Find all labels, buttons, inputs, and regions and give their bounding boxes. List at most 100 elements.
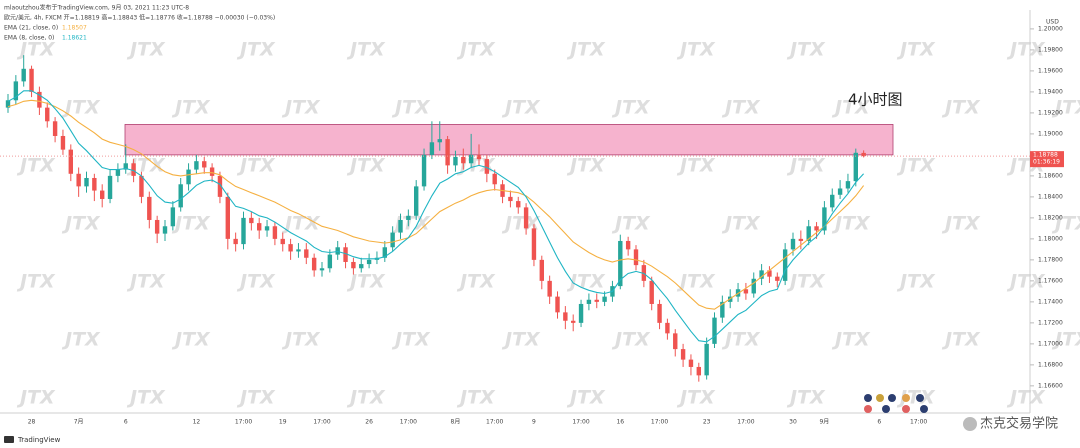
watermark: JTX — [61, 97, 101, 119]
candle-body — [123, 163, 128, 170]
x-tick-label: 17:00 — [651, 419, 668, 426]
watermark: JTX — [236, 271, 276, 293]
candle-body — [335, 247, 340, 255]
watermark: JTX — [786, 387, 826, 409]
y-tick-label: 1.16800 — [1038, 361, 1063, 368]
watermarks: JTX JTX JTX JTX JTX JTX JTX JTX JTX JTX JTX JTX JTX J… — [16, 39, 1080, 409]
candle-body — [767, 270, 772, 277]
icon — [902, 394, 910, 402]
candle-body — [453, 156, 458, 166]
legend-value: 1.18507 — [62, 25, 87, 32]
watermark: JTX — [61, 329, 101, 351]
candle-body — [625, 240, 631, 250]
candle-body — [673, 333, 678, 350]
candle-body — [13, 81, 19, 101]
countdown: 01:36:19 — [1033, 159, 1060, 166]
watermark: JTX — [391, 329, 431, 351]
watermark: JTX — [676, 387, 716, 409]
icon — [882, 405, 890, 413]
watermark: JTX — [786, 155, 826, 177]
y-tick-label: 1.17000 — [1038, 340, 1063, 347]
candle-body — [194, 161, 199, 170]
candle-body — [225, 196, 230, 239]
candle-body — [657, 303, 662, 323]
watermark: JTX — [941, 329, 981, 351]
candle-body — [712, 317, 717, 344]
x-tick-label: 23 — [703, 419, 711, 426]
publisher-line: mlaoutzhou发布于TradingView.com, 9月 03, 202… — [4, 4, 189, 12]
candle-body — [531, 228, 537, 260]
watermark: JTX — [16, 387, 56, 409]
y-tick-label: 1.20000 — [1038, 25, 1063, 32]
watermark: JTX — [501, 329, 541, 351]
icon — [916, 394, 924, 402]
watermark: JTX — [831, 329, 871, 351]
x-tick-label: 17:00 — [235, 419, 252, 426]
legend-value: 1.18621 — [62, 35, 87, 42]
watermark: JTX — [611, 329, 651, 351]
candle-body — [445, 139, 450, 166]
candle-body — [84, 177, 89, 187]
currency: USD — [1046, 19, 1059, 26]
candle-body — [60, 135, 66, 150]
candle-body — [21, 68, 26, 82]
watermark: JTX — [61, 213, 101, 235]
icon — [920, 405, 928, 413]
candle-body — [586, 299, 592, 304]
x-tick-label: 17:00 — [737, 419, 754, 426]
candle-body — [304, 249, 309, 258]
candle-body — [484, 159, 490, 174]
watermark: JTX — [171, 329, 211, 351]
watermark: JTX — [721, 97, 761, 119]
candle-body — [751, 278, 756, 294]
candle-body — [280, 238, 285, 245]
watermark: JTX — [721, 213, 761, 235]
x-tick-label: 6 — [877, 419, 881, 426]
watermark: JTX — [126, 271, 166, 293]
symbol-line: 欧元/美元, 4h, FXCM 开=1.18819 高=1.18843 低=1.… — [4, 14, 275, 22]
candle-body — [822, 207, 827, 231]
watermark: JTX — [896, 155, 936, 177]
candle-body — [154, 219, 160, 234]
candle-body — [351, 261, 356, 269]
x-tick-label: 6 — [124, 419, 128, 426]
candle-body — [233, 238, 238, 245]
y-tick-label: 1.18000 — [1038, 235, 1063, 242]
candle-body — [508, 196, 513, 202]
watermark: JTX — [611, 97, 651, 119]
candle-body — [115, 169, 121, 176]
watermark: JTX — [456, 387, 496, 409]
y-tick-label: 1.19800 — [1038, 46, 1063, 53]
candle-body — [594, 299, 599, 302]
last-price-tag — [1030, 151, 1064, 168]
watermark: JTX — [236, 39, 276, 61]
candle-body — [618, 240, 623, 287]
candle-body — [563, 312, 568, 321]
watermark: JTX — [126, 155, 166, 177]
watermark: JTX — [611, 213, 651, 235]
candle-body — [45, 107, 50, 122]
watermark: JTX — [346, 387, 386, 409]
watermark: JTX — [1006, 39, 1046, 61]
watermark: JTX — [896, 271, 936, 293]
watermark: JTX — [786, 39, 826, 61]
candle-body — [68, 149, 73, 174]
candle-body — [107, 175, 113, 199]
candle-body — [178, 184, 183, 208]
candle-body — [782, 249, 788, 281]
candle-body — [720, 301, 725, 318]
candle-body — [264, 226, 270, 231]
watermark: JTX — [941, 213, 981, 235]
candle-body — [414, 186, 419, 216]
watermark: JTX — [566, 271, 606, 293]
y-tick-label: 1.17800 — [1038, 256, 1063, 263]
candle-body — [429, 142, 435, 155]
branding: TradingView — [17, 436, 61, 444]
candle-body — [359, 264, 364, 269]
x-tick-label: 28 — [28, 419, 36, 426]
candle-body — [602, 296, 607, 302]
candle-body — [476, 154, 482, 160]
icon — [864, 394, 872, 402]
candle-body — [790, 238, 796, 250]
x-tick-label: 30 — [789, 419, 797, 426]
